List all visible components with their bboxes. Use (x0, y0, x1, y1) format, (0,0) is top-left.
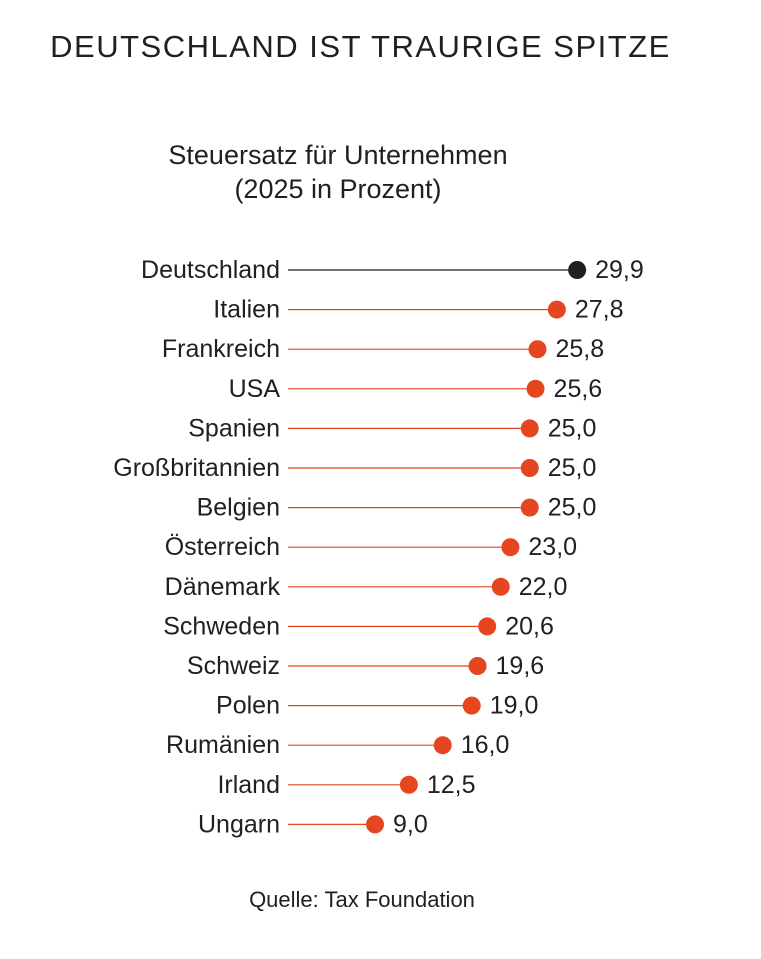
value-label: 12,5 (427, 771, 476, 799)
lollipop-dot (520, 419, 539, 438)
data-row-frankreich: Frankreich 25,8 (162, 335, 604, 363)
category-label: Deutschland (141, 256, 280, 284)
value-label: 25,6 (554, 375, 603, 403)
data-row-rumänien: Rumänien 16,0 (166, 731, 509, 759)
data-row-usa: USA 25,6 (229, 375, 603, 403)
data-row-dänemark: Dänemark 22,0 (165, 573, 568, 601)
category-label: Frankreich (162, 335, 280, 363)
lollipop-dot (568, 261, 587, 279)
value-label: 22,0 (519, 573, 568, 601)
lollipop-dot (491, 577, 510, 596)
value-label: 19,6 (496, 652, 545, 680)
category-label: Österreich (165, 533, 280, 561)
value-label: 25,0 (548, 454, 597, 482)
source-note: Quelle: Tax Foundation (249, 887, 475, 912)
category-label: Großbritannien (113, 454, 280, 482)
lollipop-dot (547, 300, 566, 319)
data-row-italien: Italien 27,8 (213, 296, 623, 324)
value-label: 25,0 (548, 494, 597, 522)
lollipop-dot (462, 696, 481, 715)
lollipop-dot (478, 617, 497, 636)
category-label: Italien (213, 296, 280, 324)
value-label: 29,9 (595, 256, 644, 284)
chart-title: DEUTSCHLAND IST TRAURIGE SPITZE (50, 29, 671, 64)
lollipop-dot (399, 775, 418, 794)
category-label: Polen (216, 692, 280, 720)
subtitle-line-1: Steuersatz für Unternehmen (168, 140, 508, 170)
lollipop-dot (366, 815, 385, 834)
data-row-polen: Polen 19,0 (216, 692, 538, 720)
data-row-schweden: Schweden 20,6 (163, 612, 554, 640)
value-label: 19,0 (490, 692, 539, 720)
category-label: USA (229, 375, 281, 403)
data-row-irland: Irland 12,5 (217, 771, 475, 799)
category-label: Dänemark (165, 573, 281, 601)
lollipop-dot (501, 538, 520, 557)
category-label: Ungarn (198, 810, 280, 838)
data-row-ungarn: Ungarn 9,0 (198, 810, 428, 838)
value-label: 9,0 (393, 810, 428, 838)
data-row-deutschland: Deutschland 29,9 (141, 256, 644, 284)
value-label: 20,6 (505, 612, 554, 640)
data-row-schweiz: Schweiz 19,6 (187, 652, 544, 680)
value-label: 23,0 (528, 533, 577, 561)
data-row-großbritannien: Großbritannien 25,0 (113, 454, 596, 482)
data-row-österreich: Österreich 23,0 (165, 533, 577, 561)
chart-subtitle: Steuersatz für Unternehmen (2025 in Proz… (0, 138, 676, 206)
category-label: Schweden (163, 612, 280, 640)
data-row-belgien: Belgien 25,0 (197, 494, 597, 522)
lollipop-dot (520, 498, 539, 517)
lollipop-dot (520, 459, 539, 477)
value-label: 25,8 (555, 335, 604, 363)
value-label: 27,8 (575, 296, 624, 324)
value-label: 25,0 (548, 414, 597, 442)
category-label: Spanien (188, 414, 280, 442)
category-label: Irland (217, 771, 280, 799)
lollipop-dot (433, 736, 452, 755)
subtitle-line-2: (2025 in Prozent) (234, 174, 442, 204)
lollipop-dot (528, 340, 547, 359)
value-label: 16,0 (461, 731, 510, 759)
lollipop-dot (468, 657, 487, 675)
category-label: Belgien (197, 494, 280, 522)
category-label: Schweiz (187, 652, 280, 680)
data-row-spanien: Spanien 25,0 (188, 414, 596, 442)
lollipop-dot (526, 379, 545, 398)
category-label: Rumänien (166, 731, 280, 759)
